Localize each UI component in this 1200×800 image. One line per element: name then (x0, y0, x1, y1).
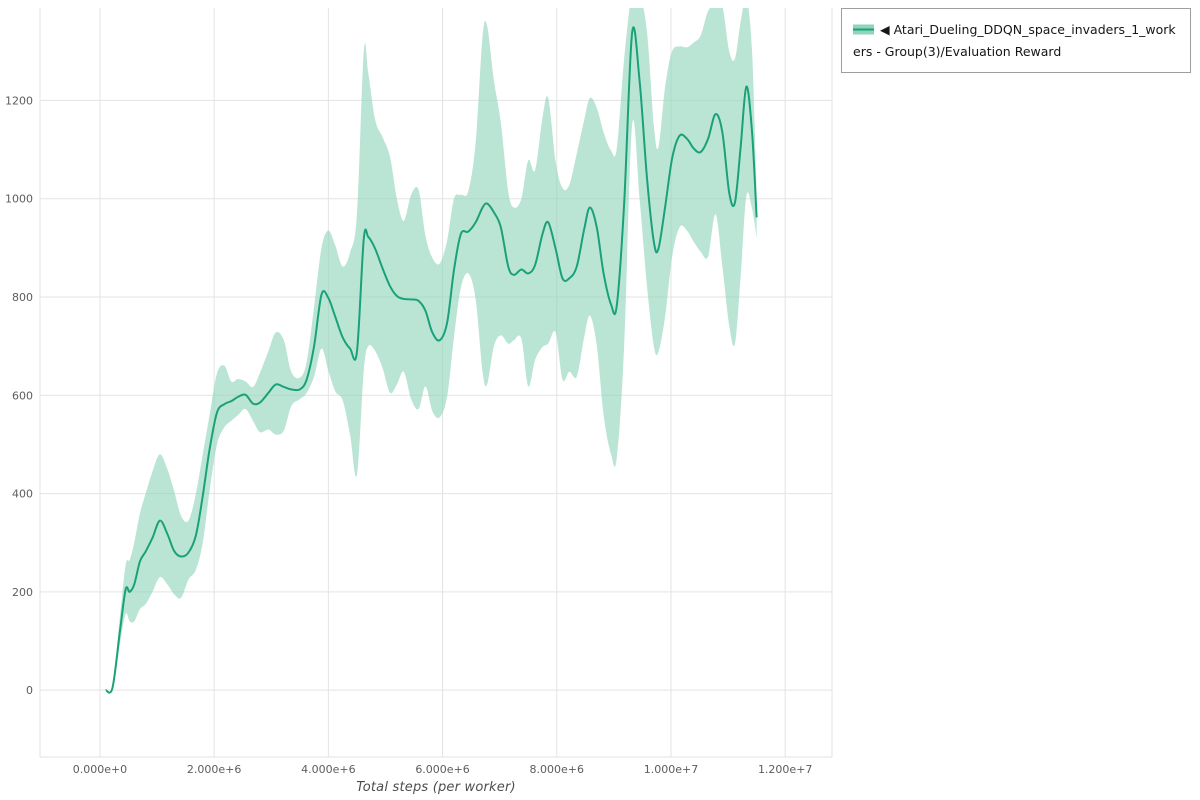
x-axis-title: Total steps (per worker) (356, 780, 516, 795)
x-tick-label: 0.000e+0 (73, 763, 127, 776)
x-tick-label: 1.200e+7 (758, 763, 812, 776)
y-tick-label: 800 (12, 291, 33, 304)
y-tick-label: 1000 (5, 193, 33, 206)
x-tick-label: 2.000e+6 (187, 763, 241, 776)
series-line (104, 26, 758, 694)
legend: ◀ Atari_Dueling_DDQN_space_invaders_1_wo… (841, 8, 1191, 73)
y-tick-label: 1200 (5, 94, 33, 107)
legend-label: ◀ Atari_Dueling_DDQN_space_invaders_1_wo… (853, 22, 1176, 59)
x-tick-label: 6.000e+6 (415, 763, 469, 776)
x-tick-label: 8.000e+6 (530, 763, 584, 776)
confidence-band (105, 8, 757, 694)
y-tick-label: 400 (12, 488, 33, 501)
y-tick-label: 600 (12, 389, 33, 402)
legend-swatch-icon (853, 24, 874, 35)
y-tick-label: 0 (26, 684, 33, 697)
x-tick-label: 1.000e+7 (644, 763, 698, 776)
x-tick-label: 4.000e+6 (301, 763, 355, 776)
legend-item[interactable]: ◀ Atari_Dueling_DDQN_space_invaders_1_wo… (853, 19, 1179, 63)
y-tick-label: 200 (12, 586, 33, 599)
